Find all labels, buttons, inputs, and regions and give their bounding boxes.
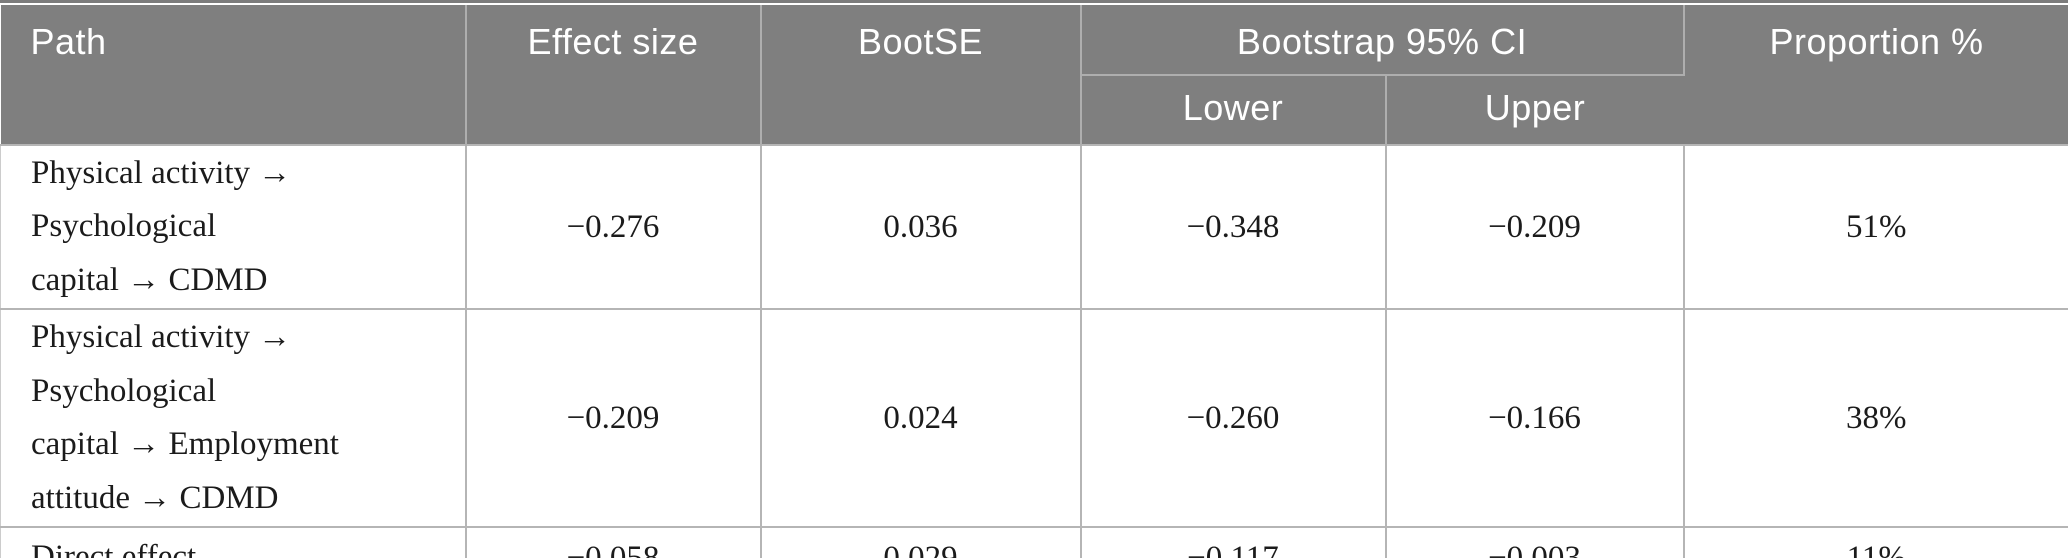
- table-body: Physical activity → Psychological capita…: [0, 143, 2068, 558]
- cell-ci-lower: −0.260: [1079, 308, 1386, 528]
- column-header-proportion: Proportion %: [1683, 5, 2068, 145]
- table-row: Direct effect −0.058 0.029 −0.117 −0.003…: [0, 526, 2068, 558]
- column-header-ci-lower: Lower: [1080, 75, 1386, 145]
- cell-bootse: 0.029: [759, 526, 1081, 558]
- cell-path: Physical activity → Psychological capita…: [0, 308, 466, 528]
- cell-effect-size: −0.058: [464, 526, 761, 558]
- cell-proportion: 51%: [1682, 143, 2068, 310]
- cell-ci-upper: −0.166: [1384, 308, 1684, 528]
- cell-bootse: 0.036: [759, 143, 1081, 310]
- cell-path: Physical activity → Psychological capita…: [0, 143, 466, 310]
- cell-effect-size: −0.276: [464, 143, 761, 310]
- cell-ci-upper: −0.209: [1384, 143, 1684, 310]
- column-header-bootstrap-ci: Bootstrap 95% CI: [1080, 5, 1685, 76]
- results-table: Path Effect size BootSE Bootstrap 95% CI…: [0, 5, 2068, 558]
- column-header-path: Path: [0, 5, 466, 145]
- cell-proportion: 38%: [1682, 308, 2068, 528]
- table-top-rule: [0, 0, 2068, 3]
- column-header-effect-size: Effect size: [464, 5, 761, 145]
- table-row: Physical activity → Psychological capita…: [0, 308, 2068, 528]
- header-row-sub: Lower Upper: [1, 75, 2068, 145]
- cell-ci-upper: −0.003: [1384, 526, 1684, 558]
- cell-path: Direct effect: [0, 526, 466, 558]
- column-header-bootse: BootSE: [759, 5, 1082, 145]
- cell-effect-size: −0.209: [464, 308, 761, 528]
- table-header: Path Effect size BootSE Bootstrap 95% CI…: [0, 5, 2068, 145]
- cell-bootse: 0.024: [759, 308, 1081, 528]
- column-header-ci-upper: Upper: [1384, 75, 1684, 145]
- cell-ci-lower: −0.348: [1079, 143, 1386, 310]
- cell-ci-lower: −0.117: [1079, 526, 1386, 558]
- table-row: Physical activity → Psychological capita…: [0, 143, 2068, 310]
- header-row-top: Path Effect size BootSE Bootstrap 95% CI…: [0, 5, 2068, 145]
- cell-proportion: 11%: [1682, 526, 2068, 558]
